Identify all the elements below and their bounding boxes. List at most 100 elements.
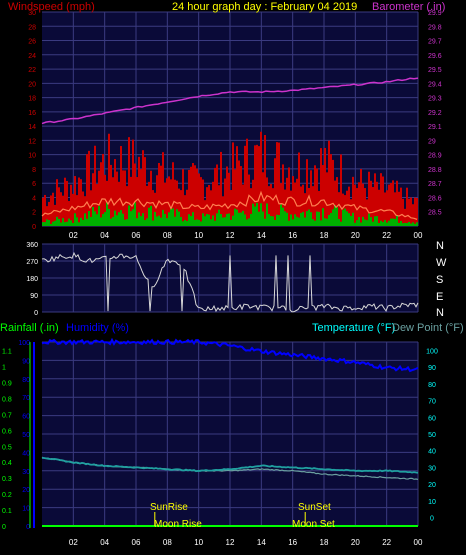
wind-max-bar: [82, 191, 84, 226]
rain-tick-label: 0.3: [2, 476, 12, 483]
wind-max-bar: [188, 169, 190, 226]
wind-low-bar: [110, 218, 112, 226]
wind-low-bar: [270, 216, 272, 226]
wind-max-bar: [404, 208, 406, 226]
wind-low-bar: [190, 216, 192, 226]
wind-max-bar: [92, 173, 94, 226]
x-tick-label: 04: [100, 231, 109, 240]
rain-tick-label: 1.1: [2, 349, 12, 356]
baro-tick-label: 29.4: [428, 81, 442, 88]
sunrise-label: SunRise: [150, 502, 188, 513]
direction-tick-label: 270: [26, 259, 38, 266]
wind-max-bar: [144, 157, 146, 226]
wind-low-bar: [262, 211, 264, 226]
wind-max-bar: [152, 190, 154, 226]
baro-tick-label: 29.8: [428, 24, 442, 31]
wind-max-bar: [128, 137, 130, 226]
rain-tick-label: 0.4: [2, 460, 12, 467]
wind-low-bar: [204, 216, 206, 226]
wind-max-bar: [370, 180, 372, 226]
wind-low-bar: [48, 220, 50, 226]
wind-low-bar: [256, 202, 258, 226]
rain-tick-label: 0.5: [2, 444, 12, 451]
wind-low-bar: [406, 223, 408, 226]
wind-low-bar: [128, 205, 130, 226]
wind-max-bar: [140, 169, 142, 226]
wind-max-bar: [114, 159, 116, 226]
baro-tick-label: 29.5: [428, 67, 442, 74]
wind-low-bar: [196, 219, 198, 226]
wind-tick-label: 12: [28, 138, 36, 145]
wind-max-bar: [116, 171, 118, 226]
wind-max-bar: [104, 174, 106, 226]
wind-low-bar: [412, 222, 414, 226]
wind-max-bar: [366, 199, 368, 226]
wind-max-bar: [202, 179, 204, 226]
direction-tick-label: 90: [30, 293, 38, 300]
wind-max-bar: [236, 146, 238, 226]
baro-tick-label: 28.6: [428, 195, 442, 202]
wind-low-bar: [182, 221, 184, 226]
wind-max-bar: [384, 192, 386, 226]
x-tick-label: 20: [351, 231, 360, 240]
wind-max-bar: [298, 152, 300, 226]
wind-max-bar: [362, 183, 364, 226]
wind-max-bar: [102, 153, 104, 226]
wind-max-bar: [240, 166, 242, 226]
wind-low-bar: [400, 220, 402, 226]
wind-low-bar: [56, 216, 58, 226]
wind-low-bar: [286, 212, 288, 226]
temp-tick-label: 10: [428, 499, 436, 506]
wind-low-bar: [216, 213, 218, 226]
wind-max-bar: [222, 196, 224, 226]
wind-max-bar: [230, 190, 232, 226]
wind-low-bar: [260, 203, 262, 226]
wind-max-bar: [122, 170, 124, 226]
wind-max-bar: [86, 154, 88, 226]
wind-max-bar: [200, 177, 202, 226]
wind-max-bar: [234, 169, 236, 226]
wind-tick-label: 14: [28, 124, 36, 131]
wind-low-bar: [254, 206, 256, 226]
wind-low-bar: [234, 208, 236, 226]
wind-low-bar: [296, 216, 298, 226]
wind-avg-line: [41, 190, 418, 220]
wind-low-bar: [376, 216, 378, 226]
wind-low-bar: [284, 211, 286, 226]
wind-low-bar: [388, 220, 390, 226]
wind-max-bar: [346, 190, 348, 226]
humidity-tick-label: 10: [22, 506, 30, 513]
wind-max-bar: [396, 180, 398, 226]
wind-low-bar: [384, 219, 386, 226]
wind-max-bar: [320, 148, 322, 226]
wind-low-bar: [176, 209, 178, 226]
wind-max-bar: [244, 145, 246, 226]
wind-low-bar: [300, 212, 302, 226]
wind-max-bar: [284, 189, 286, 226]
wind-max-bar: [172, 162, 174, 226]
temp-tick-label: 100: [426, 348, 438, 355]
compass-label: N: [436, 307, 444, 319]
wind-low-bar: [104, 212, 106, 226]
wind-max-bar: [242, 184, 244, 226]
wind-tick-label: 28: [28, 24, 36, 31]
wind-max-bar: [306, 159, 308, 226]
wind-low-bar: [392, 218, 394, 226]
direction-tick-label: 360: [26, 242, 38, 249]
wind-low-bar: [244, 214, 246, 226]
wind-low-bar: [140, 216, 142, 226]
wind-low-bar: [220, 214, 222, 226]
wind-low-bar: [368, 213, 370, 226]
wind-max-bar: [148, 181, 150, 226]
x-tick-label: 14: [257, 538, 266, 547]
wind-low-bar: [248, 218, 250, 226]
humidity-tick-label: 80: [22, 377, 30, 384]
humidity-line: [41, 337, 419, 373]
wind-max-bar: [274, 158, 276, 226]
wind-max-bar: [338, 192, 340, 226]
x-tick-label: 06: [132, 538, 141, 547]
wind-low-bar: [90, 216, 92, 226]
wind-low-bar: [158, 215, 160, 226]
wind-max-bar: [248, 174, 250, 226]
baro-tick-label: 29.1: [428, 124, 442, 131]
